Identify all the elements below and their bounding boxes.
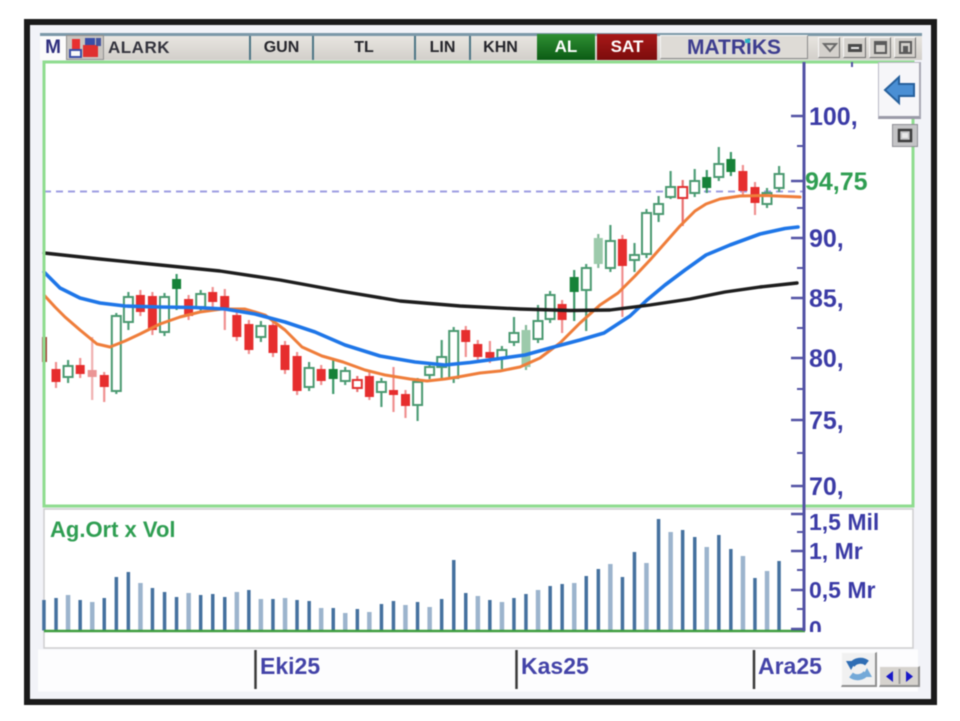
svg-text:90,: 90, — [809, 225, 844, 253]
svg-text:0: 0 — [809, 616, 822, 642]
svg-text:Eki25: Eki25 — [260, 653, 320, 679]
svg-text:Ag.Ort x Vol: Ag.Ort x Vol — [50, 517, 176, 542]
svg-text:1, Mr: 1, Mr — [809, 538, 863, 564]
svg-text:70,: 70, — [809, 473, 844, 501]
svg-text:1,5 Mil: 1,5 Mil — [809, 509, 879, 535]
svg-text:100,: 100, — [809, 103, 858, 131]
svg-text:94,75: 94,75 — [805, 168, 868, 196]
svg-text:0,5 Mr: 0,5 Mr — [809, 577, 876, 603]
svg-text:75,: 75, — [809, 407, 844, 435]
svg-text:80,: 80, — [809, 345, 844, 373]
svg-text:Kas25: Kas25 — [521, 653, 589, 679]
svg-text:85,: 85, — [809, 285, 844, 313]
svg-text:Ara25: Ara25 — [758, 653, 822, 679]
